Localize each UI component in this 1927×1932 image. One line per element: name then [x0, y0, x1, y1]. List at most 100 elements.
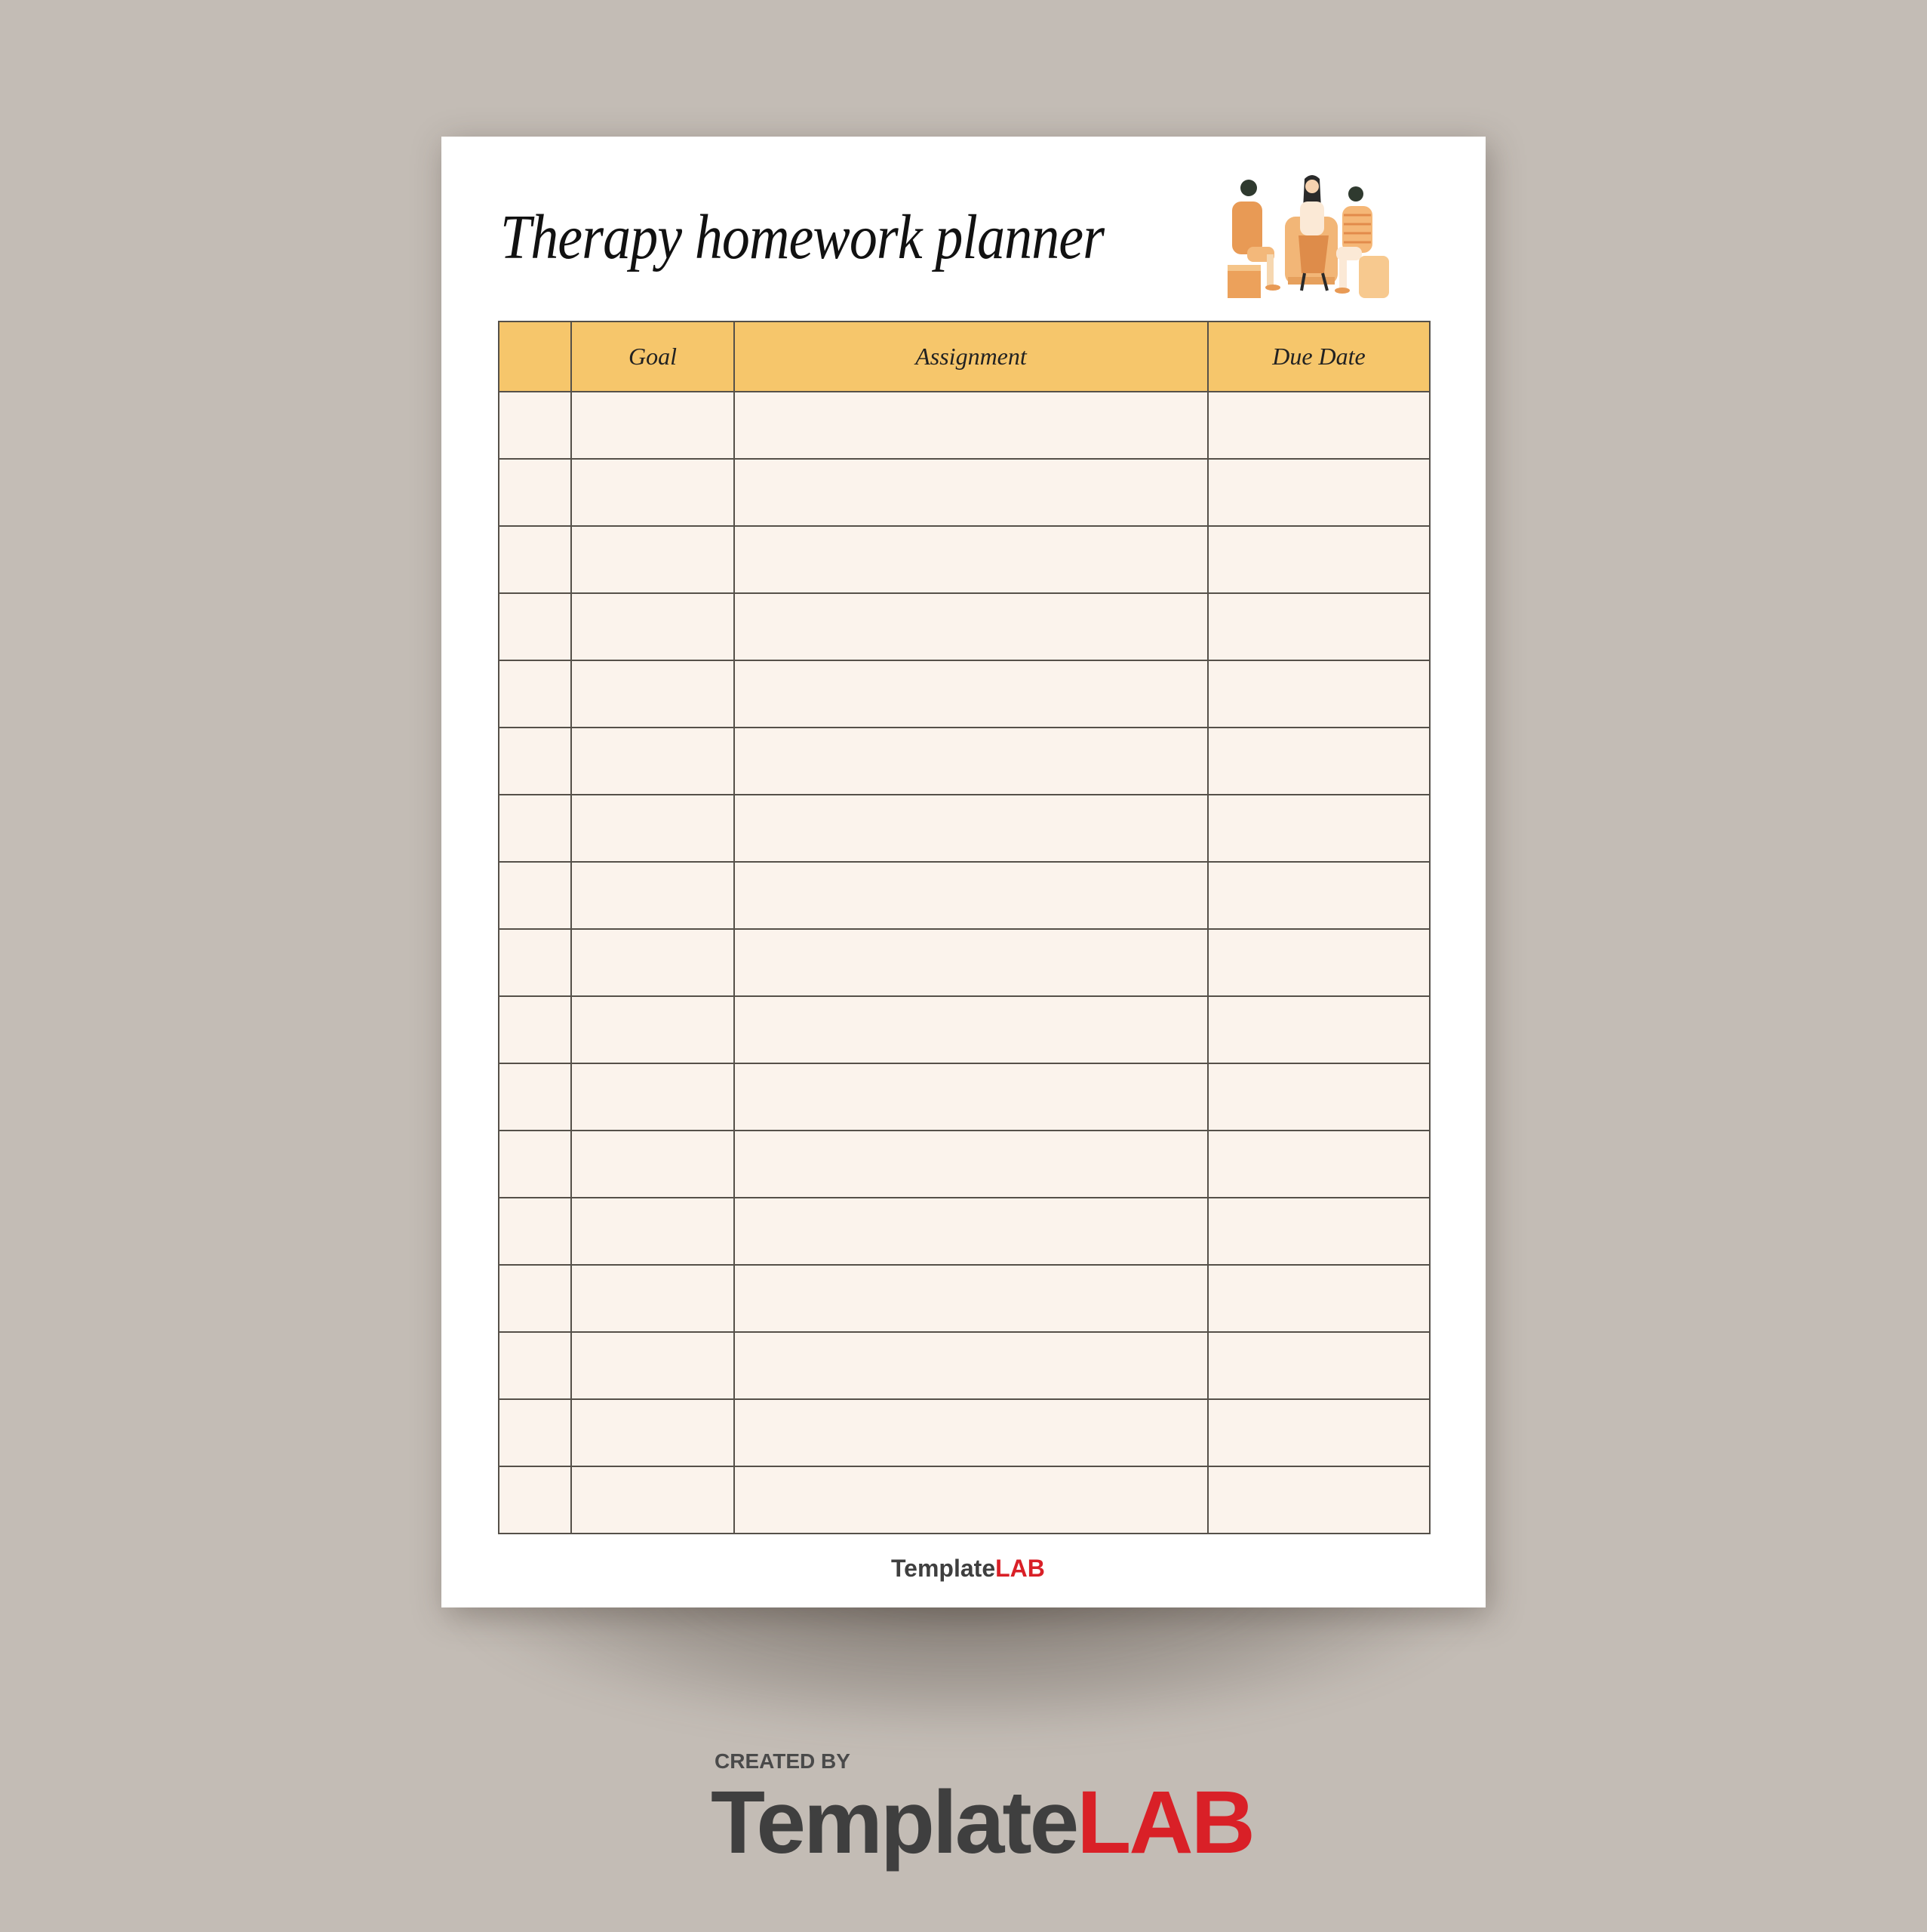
table-row	[498, 861, 1431, 930]
cell-due-date[interactable]	[1207, 458, 1431, 527]
table-row	[498, 1264, 1431, 1333]
cell-due-date[interactable]	[1207, 592, 1431, 661]
cell-goal[interactable]	[570, 1063, 735, 1131]
cell-assignment[interactable]	[733, 1197, 1209, 1266]
cell-goal[interactable]	[570, 1398, 735, 1467]
cell-number[interactable]	[498, 525, 572, 594]
cell-goal[interactable]	[570, 458, 735, 527]
cell-goal[interactable]	[570, 861, 735, 930]
cell-assignment[interactable]	[733, 1398, 1209, 1467]
cell-number[interactable]	[498, 391, 572, 460]
cell-goal[interactable]	[570, 1130, 735, 1198]
cell-assignment[interactable]	[733, 592, 1209, 661]
cell-goal[interactable]	[570, 1466, 735, 1534]
cell-due-date[interactable]	[1207, 1264, 1431, 1333]
cell-number[interactable]	[498, 1466, 572, 1534]
created-by-label: CREATED BY	[715, 1749, 850, 1773]
logo-template-text: Template	[711, 1773, 1079, 1872]
cell-number[interactable]	[498, 458, 572, 527]
column-header-number	[498, 321, 572, 392]
column-header-goal: Goal	[570, 321, 735, 392]
cell-due-date[interactable]	[1207, 1398, 1431, 1467]
templatelab-logo: TemplateLAB	[711, 1778, 1255, 1867]
cell-due-date[interactable]	[1207, 1466, 1431, 1534]
logo-lab-text: LAB	[1077, 1773, 1255, 1872]
cell-due-date[interactable]	[1207, 861, 1431, 930]
cell-due-date[interactable]	[1207, 1130, 1431, 1198]
cell-number[interactable]	[498, 1264, 572, 1333]
cell-assignment[interactable]	[733, 928, 1209, 997]
cell-assignment[interactable]	[733, 1130, 1209, 1198]
cell-due-date[interactable]	[1207, 1331, 1431, 1400]
cell-due-date[interactable]	[1207, 391, 1431, 460]
cell-assignment[interactable]	[733, 1331, 1209, 1400]
cell-goal[interactable]	[570, 995, 735, 1064]
cell-number[interactable]	[498, 1130, 572, 1198]
cell-number[interactable]	[498, 861, 572, 930]
table-row	[498, 1063, 1431, 1131]
cell-goal[interactable]	[570, 1331, 735, 1400]
table-row	[498, 525, 1431, 594]
cell-due-date[interactable]	[1207, 928, 1431, 997]
cell-goal[interactable]	[570, 525, 735, 594]
cell-number[interactable]	[498, 1331, 572, 1400]
table-row	[498, 660, 1431, 728]
cell-due-date[interactable]	[1207, 525, 1431, 594]
table-row	[498, 1466, 1431, 1534]
table-row	[498, 1398, 1431, 1467]
cell-number[interactable]	[498, 1398, 572, 1467]
cell-goal[interactable]	[570, 794, 735, 863]
cell-due-date[interactable]	[1207, 660, 1431, 728]
column-header-assignment: Assignment	[733, 321, 1209, 392]
cell-assignment[interactable]	[733, 1264, 1209, 1333]
table-row	[498, 995, 1431, 1064]
table-row	[498, 391, 1431, 460]
cell-assignment[interactable]	[733, 995, 1209, 1064]
cell-goal[interactable]	[570, 727, 735, 795]
footer-logo-template: Template	[891, 1555, 996, 1582]
cell-assignment[interactable]	[733, 525, 1209, 594]
table-header-row: Goal Assignment Due Date	[498, 321, 1431, 392]
cell-assignment[interactable]	[733, 1063, 1209, 1131]
cell-due-date[interactable]	[1207, 727, 1431, 795]
table-row	[498, 727, 1431, 795]
cell-number[interactable]	[498, 794, 572, 863]
cell-assignment[interactable]	[733, 727, 1209, 795]
cell-goal[interactable]	[570, 928, 735, 997]
cell-number[interactable]	[498, 995, 572, 1064]
cell-assignment[interactable]	[733, 458, 1209, 527]
cell-number[interactable]	[498, 727, 572, 795]
cell-due-date[interactable]	[1207, 995, 1431, 1064]
cell-goal[interactable]	[570, 391, 735, 460]
table-row	[498, 1130, 1431, 1198]
cell-assignment[interactable]	[733, 1466, 1209, 1534]
cell-goal[interactable]	[570, 1264, 735, 1333]
cell-number[interactable]	[498, 1063, 572, 1131]
cell-goal[interactable]	[570, 1197, 735, 1266]
cell-assignment[interactable]	[733, 391, 1209, 460]
table-row	[498, 1197, 1431, 1266]
cell-due-date[interactable]	[1207, 1197, 1431, 1266]
table-row	[498, 1331, 1431, 1400]
cell-number[interactable]	[498, 1197, 572, 1266]
cell-assignment[interactable]	[733, 660, 1209, 728]
cell-due-date[interactable]	[1207, 794, 1431, 863]
column-header-due-date: Due Date	[1207, 321, 1431, 392]
cell-assignment[interactable]	[733, 861, 1209, 930]
table-row	[498, 794, 1431, 863]
page-title: Therapy homework planner	[500, 202, 1105, 272]
cell-goal[interactable]	[570, 592, 735, 661]
table-row	[498, 592, 1431, 661]
therapy-session-illustration-icon	[1228, 175, 1389, 298]
cell-number[interactable]	[498, 928, 572, 997]
footer-logo: TemplateLAB	[891, 1555, 1045, 1582]
cell-due-date[interactable]	[1207, 1063, 1431, 1131]
planner-page: Therapy homework planner Goal Assignmen	[441, 137, 1486, 1607]
cell-goal[interactable]	[570, 660, 735, 728]
cell-assignment[interactable]	[733, 794, 1209, 863]
homework-table: Goal Assignment Due Date	[498, 321, 1431, 1534]
table-row	[498, 458, 1431, 527]
table-row	[498, 928, 1431, 997]
cell-number[interactable]	[498, 660, 572, 728]
cell-number[interactable]	[498, 592, 572, 661]
